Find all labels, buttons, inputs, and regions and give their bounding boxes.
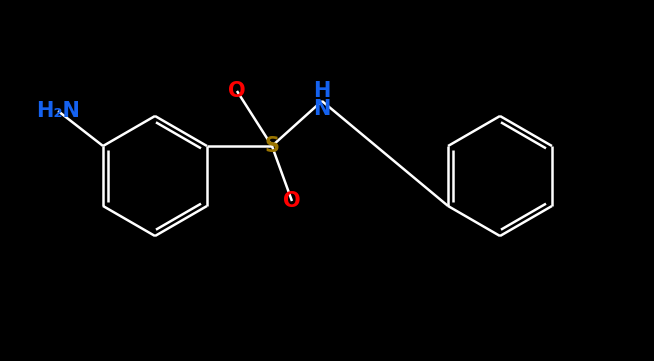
Text: S: S <box>264 136 279 156</box>
Text: H₂N: H₂N <box>36 101 80 121</box>
Text: O: O <box>228 81 246 101</box>
Text: O: O <box>283 191 301 211</box>
Text: N: N <box>313 99 331 119</box>
Text: H: H <box>313 81 331 101</box>
